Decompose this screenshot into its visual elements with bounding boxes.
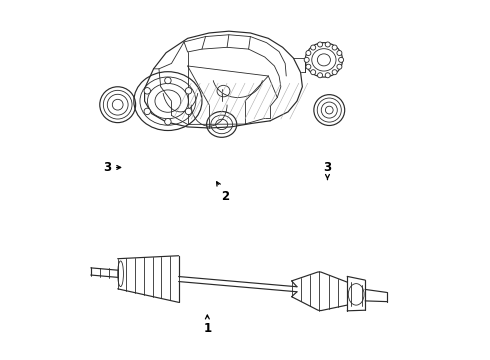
Circle shape — [165, 118, 171, 125]
Circle shape — [185, 108, 192, 114]
Circle shape — [318, 42, 322, 47]
Text: 1: 1 — [203, 315, 211, 335]
Circle shape — [332, 45, 337, 50]
Circle shape — [339, 57, 343, 62]
Circle shape — [311, 45, 316, 50]
Circle shape — [337, 50, 342, 55]
Circle shape — [306, 64, 311, 69]
Circle shape — [304, 57, 309, 62]
Circle shape — [332, 70, 337, 75]
Circle shape — [144, 87, 150, 94]
Circle shape — [311, 70, 316, 75]
Circle shape — [325, 73, 330, 78]
Circle shape — [144, 108, 150, 114]
Text: 2: 2 — [217, 182, 229, 203]
Circle shape — [325, 42, 330, 47]
Circle shape — [185, 87, 192, 94]
Circle shape — [337, 64, 342, 69]
Text: 3: 3 — [323, 161, 332, 180]
Circle shape — [165, 77, 171, 84]
Text: 3: 3 — [103, 161, 121, 174]
Circle shape — [306, 50, 311, 55]
Circle shape — [318, 73, 322, 78]
